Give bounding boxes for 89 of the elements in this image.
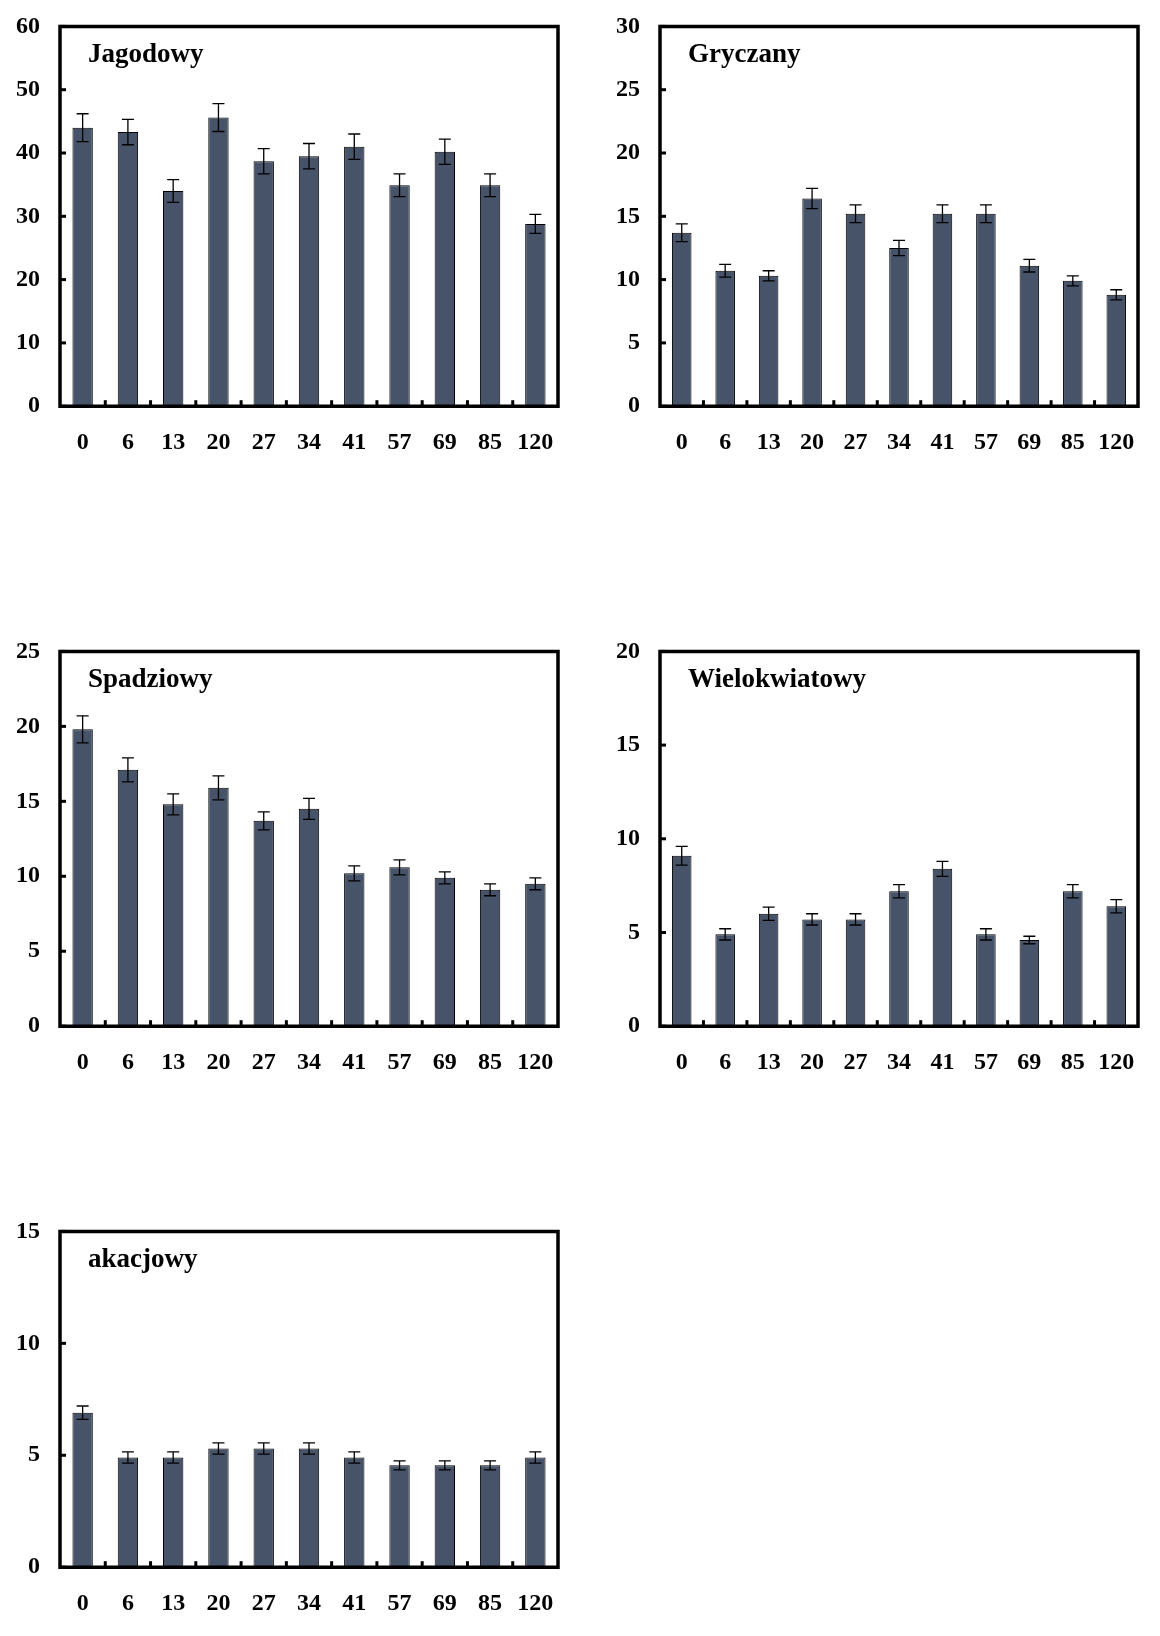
chart-title: Wielokwiatowy	[688, 662, 867, 693]
x-tick-label: 57	[973, 1047, 998, 1074]
x-tick-label: 85	[478, 1588, 503, 1615]
x-tick-label: 13	[756, 1047, 781, 1074]
y-tick-label: 50	[16, 74, 40, 101]
x-tick-label: 85	[1060, 1047, 1085, 1074]
y-tick-label: 30	[16, 201, 40, 228]
x-tick-label: 34	[297, 1588, 321, 1615]
y-tick-label: 15	[616, 730, 640, 757]
x-tick-label: 13	[161, 427, 186, 454]
x-tick-label: 57	[387, 1588, 412, 1615]
chart-title: akacjowy	[88, 1242, 198, 1273]
x-tick-label: 0	[76, 1588, 89, 1615]
chart-title: Gryczany	[688, 37, 801, 68]
y-tick-label: 20	[16, 711, 40, 738]
y-tick-label: 20	[16, 264, 40, 291]
x-tick-label: 41	[930, 427, 955, 454]
y-tick-label: 15	[616, 201, 640, 228]
x-tick-label: 34	[297, 427, 321, 454]
y-tick-label: 0	[628, 1011, 640, 1038]
y-tick-label: 0	[28, 391, 40, 418]
y-tick-label: 60	[16, 11, 40, 38]
x-tick-label: 0	[76, 427, 89, 454]
y-tick-label: 0	[28, 1011, 40, 1038]
x-tick-label: 120	[517, 427, 554, 454]
y-tick-label: 10	[616, 264, 640, 291]
y-tick-label: 0	[28, 1552, 40, 1579]
x-tick-label: 0	[76, 1047, 89, 1074]
x-tick-label: 6	[719, 427, 732, 454]
x-tick-label: 57	[973, 427, 998, 454]
y-tick-label: 0	[628, 391, 640, 418]
x-tick-label: 120	[517, 1047, 554, 1074]
chart-title: Jagodowy	[88, 37, 205, 68]
x-tick-label: 13	[161, 1588, 186, 1615]
y-tick-label: 20	[616, 138, 640, 165]
x-tick-label: 69	[1017, 427, 1042, 454]
x-tick-label: 120	[1098, 1047, 1135, 1074]
y-tick-label: 30	[616, 11, 640, 38]
y-tick-label: 5	[28, 1440, 40, 1467]
x-tick-label: 0	[675, 427, 688, 454]
y-tick-label: 40	[16, 138, 40, 165]
y-tick-label: 10	[16, 861, 40, 888]
y-tick-label: 5	[628, 328, 640, 355]
x-tick-label: 6	[121, 427, 134, 454]
x-tick-label: 41	[342, 1588, 367, 1615]
x-tick-label: 6	[719, 1047, 732, 1074]
x-tick-label: 41	[342, 1047, 367, 1074]
x-tick-label: 20	[800, 1047, 825, 1074]
y-tick-label: 10	[616, 824, 640, 850]
x-tick-label: 69	[432, 1588, 457, 1615]
x-tick-label: 27	[843, 427, 868, 454]
x-tick-label: 69	[432, 427, 457, 454]
y-tick-label: 20	[616, 636, 640, 663]
x-tick-label: 6	[121, 1047, 134, 1074]
x-tick-label: 20	[800, 427, 825, 454]
x-tick-label: 34	[887, 1047, 911, 1074]
y-tick-label: 5	[28, 936, 40, 963]
x-tick-label: 20	[206, 1588, 231, 1615]
x-tick-label: 41	[342, 427, 367, 454]
chart-title: Spadziowy	[88, 662, 214, 693]
y-tick-label: 5	[628, 917, 640, 944]
x-tick-label: 27	[251, 427, 276, 454]
y-tick-label: 10	[16, 328, 40, 355]
y-tick-label: 15	[16, 786, 40, 813]
x-tick-label: 120	[1098, 427, 1135, 454]
x-tick-label: 85	[478, 427, 503, 454]
y-tick-label: 25	[616, 74, 640, 101]
x-tick-label: 13	[161, 1047, 186, 1074]
x-tick-label: 20	[206, 427, 231, 454]
x-tick-label: 0	[675, 1047, 688, 1074]
x-tick-label: 13	[756, 427, 781, 454]
x-tick-label: 69	[1017, 1047, 1042, 1074]
x-tick-label: 57	[387, 427, 412, 454]
y-tick-label: 15	[16, 1216, 40, 1243]
x-tick-label: 34	[297, 1047, 321, 1074]
y-tick-label: 10	[16, 1328, 40, 1355]
x-tick-label: 27	[251, 1047, 276, 1074]
x-tick-label: 41	[930, 1047, 955, 1074]
x-tick-label: 120	[517, 1588, 554, 1615]
x-tick-label: 34	[887, 427, 911, 454]
x-tick-label: 85	[478, 1047, 503, 1074]
y-tick-label: 25	[16, 636, 40, 663]
x-tick-label: 27	[843, 1047, 868, 1074]
x-tick-label: 20	[206, 1047, 231, 1074]
x-tick-label: 6	[121, 1588, 134, 1615]
x-tick-label: 69	[432, 1047, 457, 1074]
x-tick-label: 27	[251, 1588, 276, 1615]
x-tick-label: 57	[387, 1047, 412, 1074]
x-tick-label: 85	[1060, 427, 1085, 454]
